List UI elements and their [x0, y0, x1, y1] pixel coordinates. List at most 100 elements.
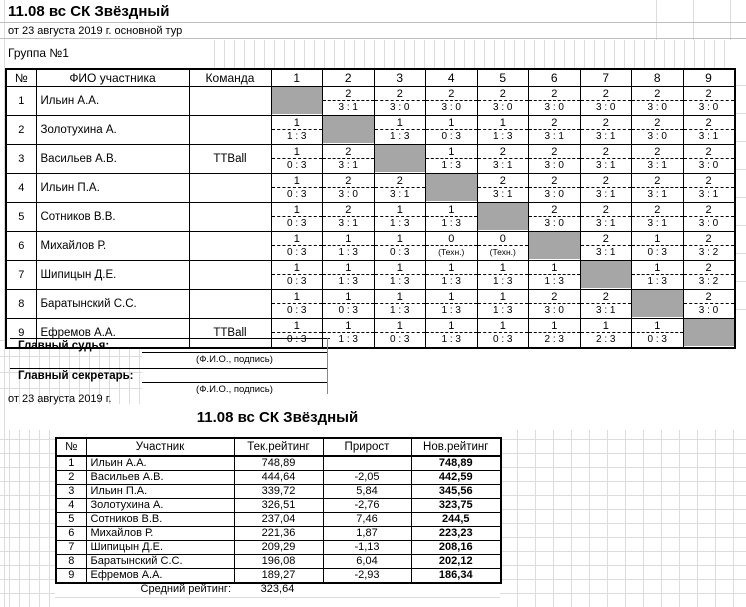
points-value: 0: [499, 233, 506, 245]
set-score: 0 : 3: [477, 332, 528, 346]
rating-delta: -2,93: [322, 568, 412, 584]
rating-row: 4 Золотухина А. 326,51 -2,76 323,75: [55, 498, 502, 513]
set-score: 3 : 0: [477, 100, 528, 114]
points-value: 1: [551, 262, 558, 274]
set-score: 3 : 1: [580, 158, 631, 172]
points-value: 1: [551, 320, 558, 332]
round-header: 7: [579, 68, 632, 87]
set-score: 3 : 0: [632, 129, 683, 143]
row-divider: [0, 38, 746, 39]
points-value: 0: [448, 233, 455, 245]
rating-delta: -1,13: [322, 540, 412, 555]
score-cell: [579, 260, 632, 290]
set-score: (Техн.): [426, 245, 477, 259]
points-value: 2: [602, 204, 609, 216]
gridline-patch: [500, 430, 746, 607]
secretary-signature-line: [142, 382, 327, 383]
current-rating: 444,64: [233, 470, 324, 485]
rating-col-header: Тек.рейтинг: [233, 437, 324, 457]
new-rating: 223,23: [410, 526, 502, 541]
set-score: 1 : 3: [374, 129, 425, 143]
points-value: 1: [293, 146, 300, 158]
points-value: 1: [499, 320, 506, 332]
rating-rank: 1: [55, 455, 87, 471]
set-score: 1 : 3: [426, 303, 477, 317]
set-score: 0 : 3: [271, 303, 322, 317]
points-value: 2: [705, 146, 712, 158]
sheet-gridline-left: [4, 0, 5, 607]
rating-col-header: Нов.рейтинг: [410, 437, 502, 457]
points-value: 2: [654, 88, 661, 100]
round-header: 5: [476, 68, 529, 87]
rating-player-name: Сотников В.В.: [85, 512, 235, 527]
signature-hint: (Ф.И.О., подпись): [196, 384, 273, 395]
points-value: 1: [293, 175, 300, 187]
points-value: 2: [705, 233, 712, 245]
current-rating: 237,04: [233, 512, 324, 527]
set-score: 3 : 1: [632, 216, 683, 230]
player-team: [188, 86, 272, 116]
points-value: 1: [448, 262, 455, 274]
date-note: от 23 августа 2019 г.: [8, 393, 112, 405]
set-score: 3 : 0: [580, 100, 631, 114]
rating-player-name: Золотухина А.: [85, 498, 235, 513]
set-score: 3 : 0: [683, 100, 734, 114]
rating-rank: 4: [55, 498, 87, 513]
points-value: 2: [654, 175, 661, 187]
points-value: 1: [396, 291, 403, 303]
set-score: 3 : 0: [632, 100, 683, 114]
points-value: 1: [396, 233, 403, 245]
rating-table: № Участник Тек.рейтинг Прирост Нов.рейтинг 1…: [55, 437, 502, 584]
player-team: [188, 231, 272, 261]
signature-box-mid-border: [10, 368, 327, 369]
player-name: Шипицын Д.Е.: [35, 260, 190, 290]
current-rating: 189,27: [233, 568, 324, 584]
rating-delta: 6,04: [322, 554, 412, 569]
points-value: 1: [345, 320, 352, 332]
diagonal-cell: [271, 87, 322, 114]
set-score: 1 : 3: [271, 129, 322, 143]
gridline-patch: [0, 430, 55, 607]
set-score: 3 : 2: [683, 274, 734, 288]
points-value: 2: [602, 233, 609, 245]
rating-col-header: Участник: [85, 437, 235, 457]
points-value: 2: [499, 88, 506, 100]
rating-row: 7 Шипицын Д.Е. 209,29 -1,13 208,16: [55, 540, 502, 555]
player-team: TTBall: [188, 318, 272, 349]
signature-box-right-border: [327, 338, 328, 394]
score-cell: [322, 115, 375, 145]
set-score: 3 : 1: [632, 158, 683, 172]
set-score: 1 : 3: [477, 274, 528, 288]
set-score: 3 : 1: [683, 129, 734, 143]
rating-row: 3 Ильин П.А. 339,72 5,84 345,56: [55, 484, 502, 499]
diagonal-cell: [632, 290, 683, 317]
points-value: 1: [499, 291, 506, 303]
points-value: 2: [396, 175, 403, 187]
set-score: 1 : 3: [426, 274, 477, 288]
player-name: Ефремов А.А.: [35, 318, 190, 349]
col-header-team: Команда: [188, 68, 272, 87]
set-score: 3 : 1: [580, 129, 631, 143]
points-value: 1: [654, 262, 661, 274]
set-score: 1 : 3: [426, 332, 477, 346]
